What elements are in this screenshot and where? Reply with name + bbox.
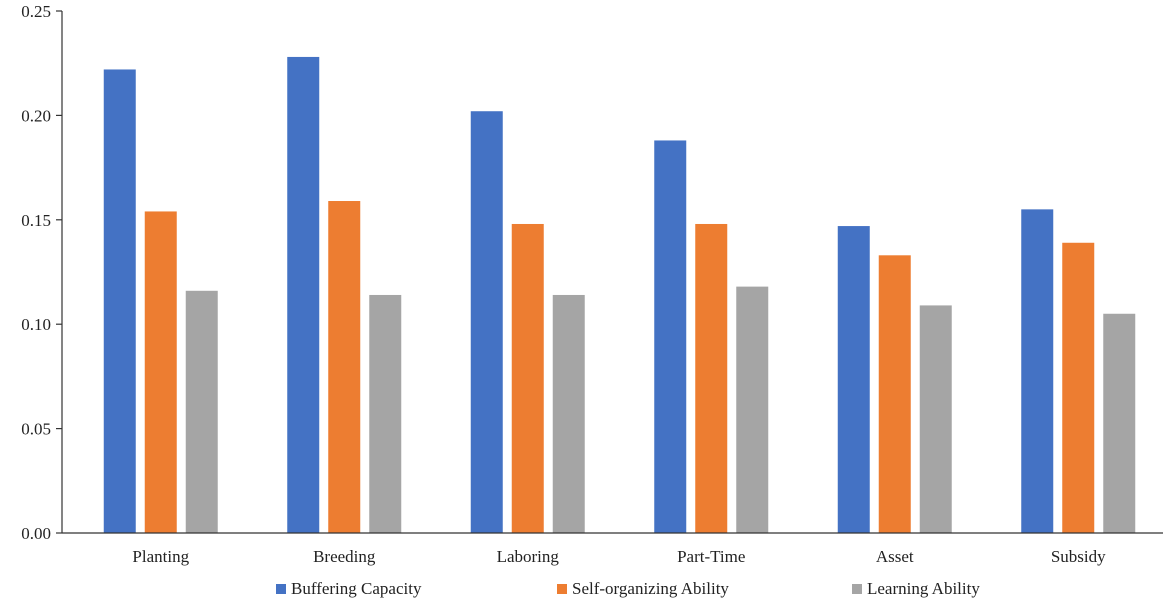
legend-label: Learning Ability [867,579,980,598]
x-tick-label: Breeding [313,547,376,566]
y-tick-label: 0.00 [21,524,51,543]
bar-asset-learning-ability [919,305,952,533]
bar-planting-learning-ability [185,290,218,533]
y-tick-label: 0.10 [21,315,51,334]
bar-breeding-buffering-capacity [287,56,320,533]
bar-part-time-buffering-capacity [654,140,687,533]
bar-laboring-self-organizing-ability [511,223,544,533]
bar-breeding-self-organizing-ability [328,201,361,533]
bar-part-time-learning-ability [736,286,769,533]
y-tick-label: 0.15 [21,211,51,230]
bar-subsidy-learning-ability [1103,313,1136,533]
x-tick-label: Part-Time [677,547,745,566]
bar-part-time-self-organizing-ability [695,223,728,533]
y-tick-label: 0.05 [21,420,51,439]
legend-label: Self-organizing Ability [572,579,729,598]
x-tick-label: Laboring [497,547,560,566]
bars-layer [103,56,1136,534]
bar-asset-self-organizing-ability [878,255,911,533]
legend-swatch [557,584,567,594]
bar-asset-buffering-capacity [837,226,870,533]
bar-planting-self-organizing-ability [144,211,177,533]
legend-label: Buffering Capacity [291,579,422,598]
bar-planting-buffering-capacity [103,69,136,534]
legend-swatch [276,584,286,594]
bar-subsidy-self-organizing-ability [1062,242,1095,533]
x-tick-label: Subsidy [1051,547,1106,566]
bar-laboring-buffering-capacity [470,111,503,533]
x-tick-label: Planting [132,547,189,566]
y-ticks: 0.00 0.05 0.10 0.15 0.20 0.25 [21,2,62,543]
legend: Buffering Capacity Self-organizing Abilit… [276,579,980,598]
bar-laboring-learning-ability [552,294,585,533]
x-tick-labels: Planting Breeding Laboring Part-Time Asset Su… [132,547,1106,566]
bar-breeding-learning-ability [369,294,402,533]
bar-subsidy-buffering-capacity [1021,209,1054,534]
y-tick-label: 0.25 [21,2,51,21]
y-tick-label: 0.20 [21,106,51,125]
x-tick-label: Asset [876,547,914,566]
legend-swatch [852,584,862,594]
